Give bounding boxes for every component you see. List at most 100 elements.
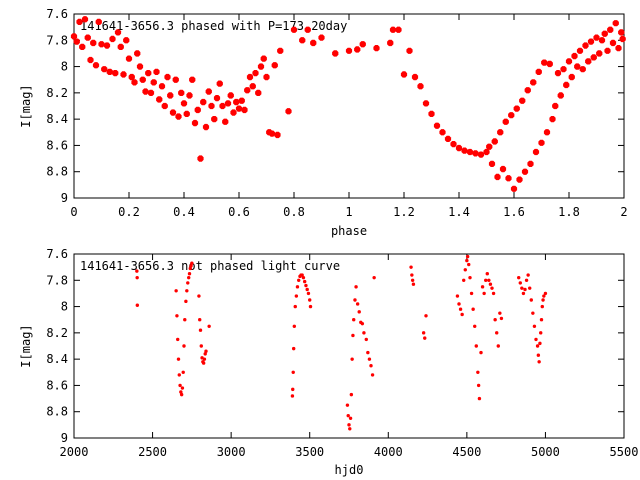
data-point-phased xyxy=(571,52,578,60)
data-point-phased xyxy=(521,168,529,175)
data-point-unphased xyxy=(372,275,376,280)
data-point-unphased xyxy=(535,344,540,348)
data-point-unphased xyxy=(465,258,469,263)
phased-light-curve-panel: 141641-3656.3 phased with P=173.20day ph… xyxy=(19,7,628,238)
data-point-phased xyxy=(238,97,245,104)
data-point-phased xyxy=(200,98,207,106)
data-point-unphased xyxy=(308,298,312,302)
data-point-unphased xyxy=(465,254,470,259)
data-point-phased xyxy=(604,47,611,54)
data-point-unphased xyxy=(423,336,427,340)
x-tick-label: 4000 xyxy=(374,445,403,459)
data-point-phased xyxy=(505,175,512,182)
data-point-phased xyxy=(147,89,155,96)
data-point-unphased xyxy=(308,304,313,309)
data-points-unphased xyxy=(135,254,548,431)
data-point-unphased xyxy=(539,331,543,335)
data-point-phased xyxy=(197,155,204,162)
data-point-unphased xyxy=(491,291,496,296)
data-point-unphased xyxy=(476,383,481,388)
data-point-phased xyxy=(609,39,617,47)
data-point-phased xyxy=(387,39,394,47)
data-point-phased xyxy=(590,54,597,61)
data-point-phased xyxy=(530,79,537,86)
data-point-phased xyxy=(304,26,311,33)
data-point-phased xyxy=(444,135,452,142)
data-point-phased xyxy=(158,83,166,90)
y-tick-label: 8.6 xyxy=(46,378,68,392)
data-point-phased xyxy=(406,47,413,54)
data-point-unphased xyxy=(189,264,193,268)
data-point-phased xyxy=(252,70,259,77)
data-point-phased xyxy=(211,116,218,123)
unphased-light-curve-panel: 141641-3656.3 not phased light curve hjd… xyxy=(19,247,638,477)
data-point-unphased xyxy=(366,350,370,355)
data-point-unphased xyxy=(479,350,483,355)
data-point-phased xyxy=(587,38,595,45)
data-point-phased xyxy=(582,42,589,49)
data-point-unphased xyxy=(198,328,203,332)
data-point-unphased xyxy=(484,278,488,282)
data-point-phased xyxy=(354,46,361,53)
data-point-unphased xyxy=(532,324,537,328)
x-tick-label: 5500 xyxy=(610,445,639,459)
data-point-phased xyxy=(167,92,174,99)
data-point-phased xyxy=(208,102,215,110)
x-tick-label: 1.4 xyxy=(448,205,470,219)
data-point-phased xyxy=(274,131,281,139)
data-point-phased xyxy=(98,41,105,48)
data-point-phased xyxy=(598,37,606,44)
x-tick-label: 0.2 xyxy=(118,205,140,219)
data-point-phased xyxy=(565,58,573,65)
data-point-unphased xyxy=(351,333,355,338)
data-point-unphased xyxy=(348,416,353,420)
data-point-phased xyxy=(508,112,515,119)
data-point-phased xyxy=(579,66,586,73)
data-point-unphased xyxy=(471,307,475,311)
data-point-phased xyxy=(491,138,498,145)
data-point-phased xyxy=(461,147,468,154)
data-point-unphased xyxy=(458,307,463,311)
data-point-phased xyxy=(76,18,83,25)
data-point-phased xyxy=(230,109,237,116)
data-point-unphased xyxy=(300,273,304,277)
y-tick-label: 8.4 xyxy=(46,352,68,366)
x-tick-label: 1.2 xyxy=(393,205,415,219)
data-point-unphased xyxy=(473,324,477,328)
data-point-phased xyxy=(596,50,603,57)
y-tick-label: 8.8 xyxy=(46,165,68,179)
data-point-unphased xyxy=(523,287,527,292)
plot-frame-phased xyxy=(73,13,625,199)
data-point-unphased xyxy=(183,318,187,322)
data-point-phased xyxy=(106,68,113,75)
data-point-phased xyxy=(477,151,485,158)
data-point-unphased xyxy=(297,278,301,282)
data-point-unphased xyxy=(364,337,368,342)
data-point-phased xyxy=(428,110,435,117)
data-point-phased xyxy=(227,92,234,99)
x-tick-label: 0.4 xyxy=(173,205,195,219)
y-tick-label: 8.2 xyxy=(46,86,68,100)
chart-title-phased: 141641-3656.3 phased with P=173.20day xyxy=(80,19,347,33)
data-point-phased xyxy=(263,73,270,81)
data-point-phased xyxy=(546,60,553,68)
data-point-phased xyxy=(260,55,267,62)
data-point-unphased xyxy=(186,281,190,285)
data-point-phased xyxy=(191,119,199,127)
data-point-unphased xyxy=(135,269,139,273)
data-point-unphased xyxy=(411,282,416,286)
data-point-phased xyxy=(607,26,614,33)
data-point-unphased xyxy=(468,275,472,280)
data-point-phased xyxy=(472,150,479,157)
data-point-unphased xyxy=(462,278,466,282)
data-point-unphased xyxy=(201,361,206,365)
x-tick-label: 1.8 xyxy=(558,205,580,219)
data-point-phased xyxy=(219,102,226,110)
data-point-unphased xyxy=(531,311,535,315)
data-point-unphased xyxy=(520,286,524,290)
data-point-unphased xyxy=(349,392,354,397)
data-point-unphased xyxy=(295,285,300,289)
data-point-unphased xyxy=(493,318,497,322)
data-point-unphased xyxy=(543,291,548,296)
data-point-unphased xyxy=(536,353,541,357)
